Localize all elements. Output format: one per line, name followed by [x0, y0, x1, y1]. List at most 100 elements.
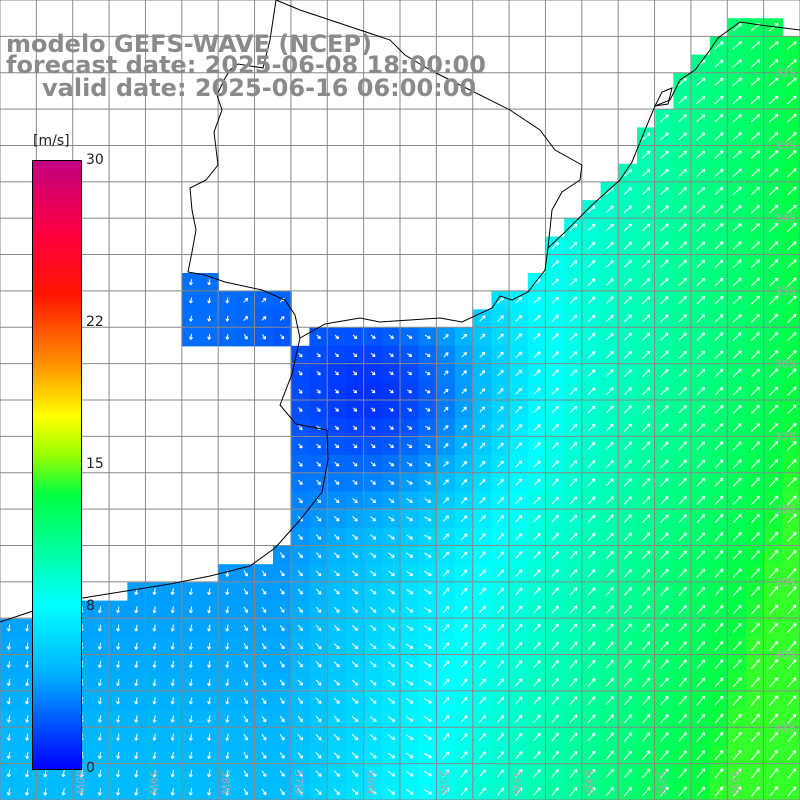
wind-arrow — [587, 296, 596, 304]
wind-arrow — [696, 96, 706, 105]
wind-arrow — [189, 279, 193, 286]
wind-arrow — [768, 186, 779, 196]
wind-arrow — [768, 332, 779, 342]
wind-arrow — [714, 350, 724, 360]
wind-arrow — [787, 441, 797, 451]
wind-arrow — [316, 407, 321, 412]
wind-arrow — [641, 187, 651, 195]
wind-arrow — [334, 334, 340, 340]
wind-arrow — [587, 332, 596, 341]
wind-arrow — [569, 314, 578, 323]
wind-arrow — [551, 242, 559, 250]
wind-arrow — [678, 77, 687, 86]
wind-arrow — [787, 313, 797, 323]
latitude-label: 35S — [775, 285, 796, 298]
wind-arrow — [352, 389, 358, 394]
latitude-label: 32S — [775, 67, 796, 80]
wind-arrow — [316, 443, 321, 449]
wind-arrow — [569, 351, 578, 359]
wind-arrow — [678, 187, 687, 196]
wind-arrow — [642, 423, 651, 432]
wind-arrow — [786, 204, 797, 214]
wind-arrow — [732, 132, 742, 141]
wind-arrow — [388, 425, 394, 430]
wind-arrow — [551, 387, 559, 395]
wind-arrow — [623, 296, 632, 305]
wind-arrow — [587, 351, 596, 359]
wind-arrow — [569, 442, 578, 450]
wind-arrow — [660, 368, 669, 378]
wind-arrow — [660, 187, 669, 195]
wind-arrow — [660, 350, 669, 359]
wind-arrow — [605, 332, 614, 341]
wind-arrow — [533, 369, 541, 377]
wind-arrow — [479, 406, 486, 413]
wind-arrow — [316, 334, 321, 340]
wind-arrow — [768, 132, 779, 141]
wind-arrow — [497, 406, 504, 413]
wind-arrow — [642, 441, 651, 450]
wind-arrow — [750, 368, 760, 378]
wind-arrow — [407, 407, 413, 412]
wind-arrow — [569, 260, 578, 268]
wind-arrow — [714, 132, 724, 141]
wind-arrow — [787, 368, 797, 378]
wind-arrow — [225, 297, 230, 304]
wind-arrow — [750, 95, 761, 105]
wind-arrow — [587, 405, 596, 414]
wind-arrow — [443, 352, 449, 358]
colorbar-tick-label: 15 — [86, 456, 104, 472]
wind-arrow — [623, 369, 632, 377]
wind-arrow — [750, 423, 760, 433]
wind-arrow — [768, 241, 779, 251]
wind-arrow — [768, 295, 779, 305]
wind-arrow — [443, 406, 449, 412]
wind-arrow — [678, 350, 687, 359]
wind-arrow — [334, 425, 339, 430]
wind-arrow — [750, 404, 760, 414]
wind-arrow — [407, 425, 413, 430]
wind-arrow — [660, 168, 669, 177]
wind-arrow — [750, 114, 761, 123]
wind-arrow — [352, 407, 358, 412]
wind-arrow — [642, 405, 651, 414]
wind-arrow — [189, 333, 193, 340]
wind-arrow — [696, 405, 706, 414]
wind-arrow — [768, 441, 779, 451]
latitude-label: 38S — [775, 503, 796, 516]
wind-arrow — [587, 223, 596, 232]
wind-arrow — [678, 168, 687, 177]
wind-arrow — [569, 405, 578, 414]
wind-arrow — [623, 332, 632, 341]
wind-arrow — [732, 150, 742, 159]
wind-arrow — [551, 314, 559, 322]
wind-arrow — [678, 205, 687, 214]
wind-arrow — [298, 370, 303, 376]
wind-arrow — [569, 278, 578, 286]
lagoon — [654, 87, 673, 107]
wind-arrow — [786, 132, 797, 141]
wind-arrow — [678, 277, 687, 287]
wind-arrow — [696, 368, 706, 378]
wind-arrow — [768, 77, 779, 87]
wind-arrow — [787, 422, 797, 433]
wind-arrow — [642, 296, 651, 305]
wind-arrow — [768, 386, 779, 396]
wind-arrow — [533, 315, 541, 322]
wind-arrow — [732, 350, 742, 360]
wind-arrow — [461, 370, 467, 376]
wind-arrow — [660, 114, 669, 123]
wind-arrow — [750, 386, 760, 396]
wind-arrow — [370, 389, 376, 394]
wind-arrow — [732, 386, 742, 396]
wind-arrow — [678, 241, 687, 250]
wind-arrow — [768, 204, 779, 214]
wind-arrow — [642, 387, 651, 396]
wind-arrow — [678, 405, 687, 414]
wind-arrow — [605, 296, 614, 305]
wind-arrow — [678, 150, 687, 159]
wind-arrow — [768, 23, 779, 32]
wind-arrow — [787, 404, 797, 415]
wind-arrow — [352, 352, 358, 358]
wind-arrow — [714, 405, 724, 414]
